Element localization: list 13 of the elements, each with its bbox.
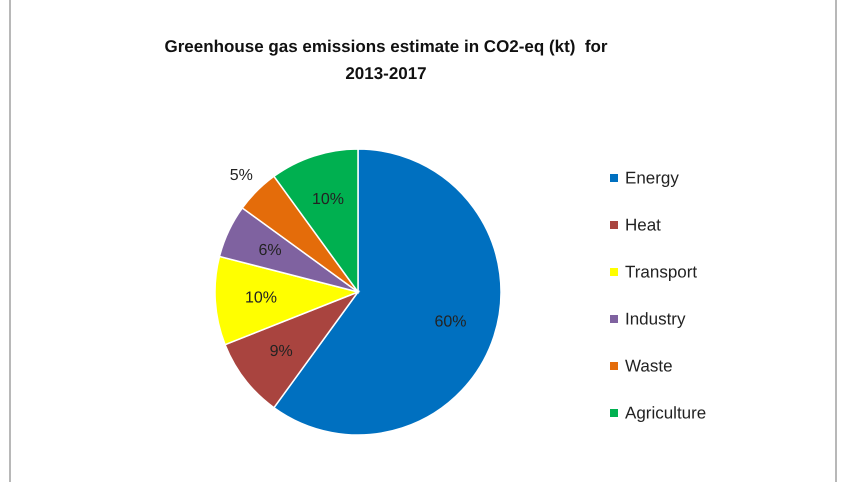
- legend-label: Waste: [625, 356, 673, 376]
- data-label: 10%: [312, 191, 344, 208]
- legend-label: Heat: [625, 216, 662, 234]
- legend-label: Industry: [625, 310, 686, 328]
- data-label: 10%: [244, 290, 277, 307]
- legend-label: Agriculture: [625, 404, 706, 422]
- data-label: 6%: [258, 242, 282, 260]
- data-label: 5%: [230, 166, 253, 184]
- chart-title: Greenhouse gas emissions estimate in CO2-eq (kt) for 2013-2017: [164, 37, 608, 83]
- legend-label: Transport: [625, 262, 698, 282]
- data-label: 9%: [270, 343, 293, 360]
- legend-label: Energy: [625, 168, 680, 188]
- data-label: 60%: [434, 314, 466, 331]
